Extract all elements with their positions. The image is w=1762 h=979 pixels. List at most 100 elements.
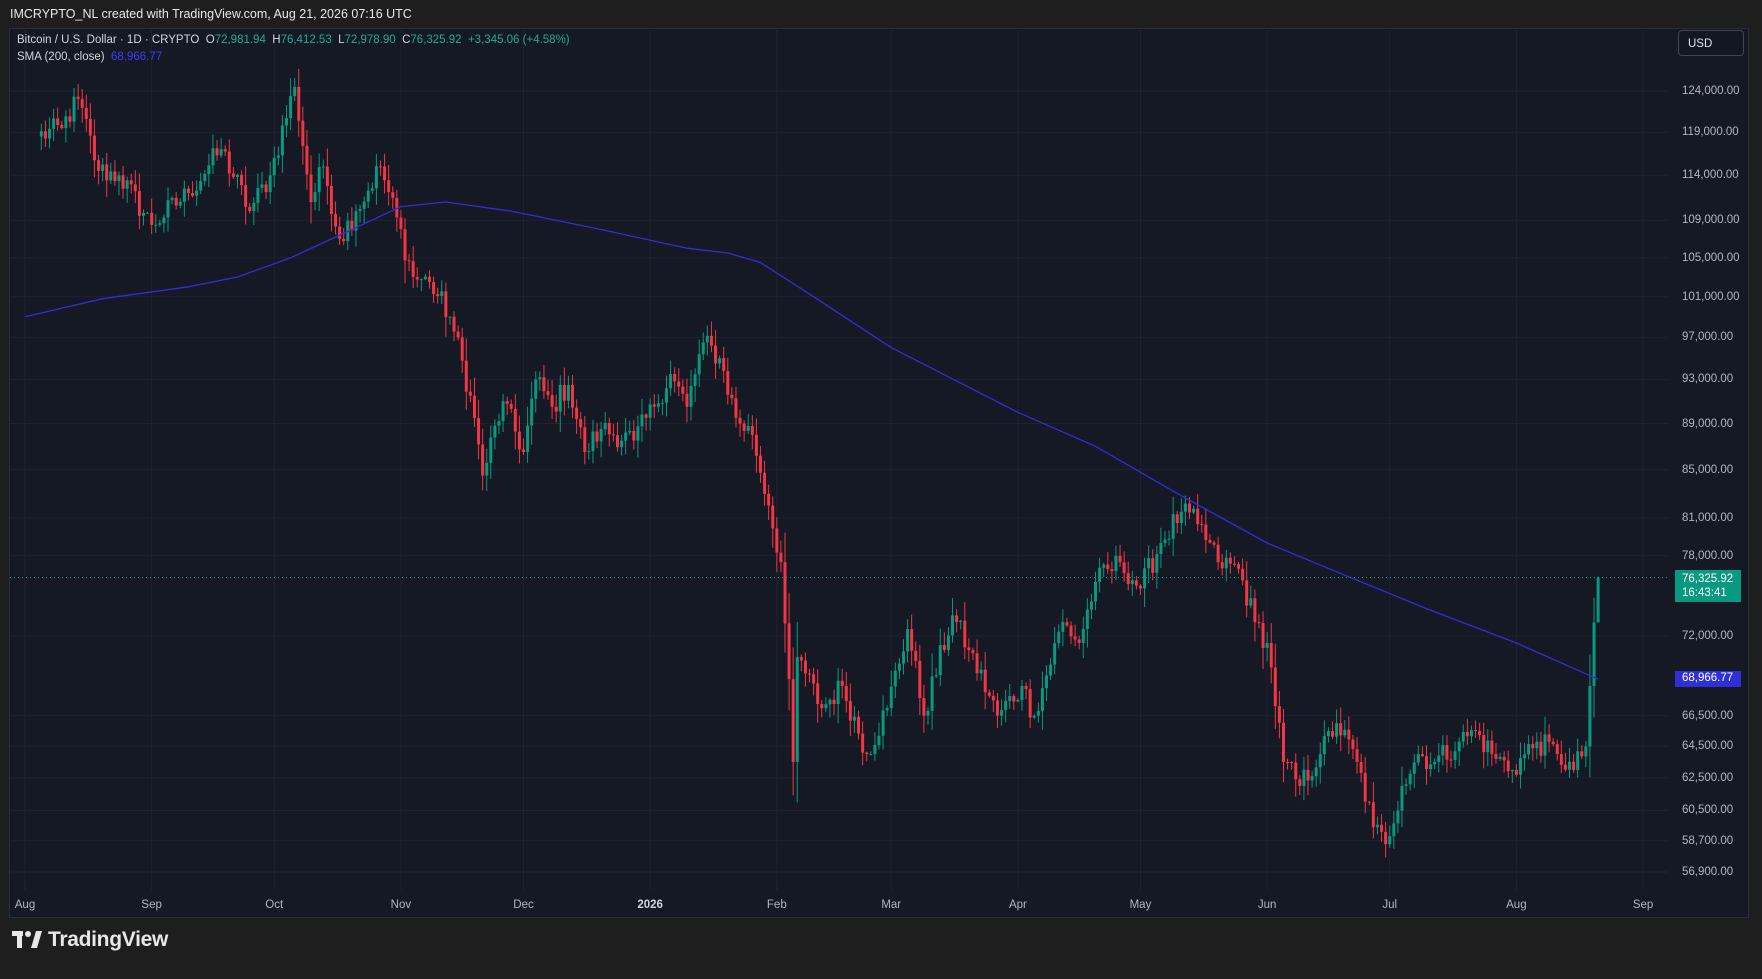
sma-legend[interactable]: SMA (200, close) 68,966.77 (17, 51, 162, 63)
time-tick-label: Sep (141, 899, 162, 911)
candle-body (955, 615, 959, 622)
candle-body (289, 96, 293, 119)
candle-body (689, 385, 693, 407)
candle-body (934, 675, 938, 677)
candle-body (579, 419, 583, 428)
candle-body (803, 660, 807, 674)
candle-body (240, 174, 244, 186)
candle-body (742, 423, 746, 431)
candle-body (387, 180, 391, 193)
candle-body (1008, 696, 1012, 701)
candle-body (730, 394, 734, 399)
tradingview-logo-icon (12, 931, 42, 948)
change-value: +3,345.06 (+4.58%) (467, 34, 570, 46)
candle-body (174, 197, 178, 206)
candle-body (1535, 741, 1539, 749)
candle-body (946, 635, 950, 650)
candle-body (182, 188, 186, 202)
candle-body (914, 650, 918, 661)
price-tick-label: 66,500.00 (1682, 709, 1734, 722)
candle-body (1265, 643, 1269, 648)
candle-body (1474, 730, 1478, 732)
candle-body (1429, 764, 1433, 770)
high-value: 76,412.53 (280, 34, 332, 46)
candle-body (199, 180, 203, 191)
close-label: C (402, 34, 411, 46)
price-tick-label: 81,000.00 (1682, 511, 1734, 524)
candle-body (43, 131, 47, 139)
candle-body (460, 337, 464, 361)
candle-body (1563, 764, 1567, 770)
candle-body (448, 316, 452, 318)
candle-body (857, 716, 861, 734)
candle-body (1363, 772, 1367, 802)
candle-body (195, 190, 199, 196)
candle-body (321, 166, 325, 168)
candle-body (268, 175, 272, 193)
currency-button[interactable]: USD (1678, 30, 1744, 56)
time-tick-label: Feb (766, 899, 787, 911)
high-label: H (272, 34, 281, 46)
candle-body (959, 620, 963, 622)
price-tick-label: 89,000.00 (1682, 417, 1734, 430)
candle-body (207, 165, 211, 175)
candle-body (558, 384, 562, 412)
candle-body (158, 223, 162, 225)
candle-body (734, 398, 738, 418)
price-tick-label: 60,500.00 (1682, 804, 1734, 817)
candle-body (1277, 706, 1281, 723)
candle-body (1461, 731, 1465, 742)
candle-body (722, 358, 726, 371)
candle-body (1294, 762, 1298, 780)
candle-body (620, 440, 624, 448)
candle-body (1151, 558, 1155, 573)
candle-body (399, 217, 403, 230)
candle-body (583, 427, 587, 453)
candle-body (595, 431, 599, 442)
candle-body (513, 408, 517, 432)
candle-body (926, 710, 930, 716)
candle-body (170, 197, 174, 201)
candle-body (754, 434, 758, 456)
candle-body (521, 449, 525, 453)
candle-body (1380, 824, 1384, 832)
candle-body (534, 379, 538, 399)
candle-body (84, 107, 88, 120)
candle-body (1216, 544, 1220, 563)
candle-body (767, 493, 771, 506)
candle-body (1077, 639, 1081, 644)
price-tick-label: 58,700.00 (1682, 834, 1734, 847)
candle-body (80, 99, 84, 108)
candle-body (1089, 601, 1093, 610)
tradingview-logo[interactable]: TradingView (12, 928, 168, 952)
candle-body (338, 226, 342, 239)
candle-body (1220, 562, 1224, 569)
candle-body (971, 650, 975, 654)
candle-body (1253, 598, 1257, 623)
candle-body (411, 261, 415, 278)
candle-body (272, 157, 276, 176)
candle-body (718, 358, 722, 364)
candle-body (963, 620, 967, 648)
candle-body (113, 171, 117, 182)
candle-body (244, 185, 248, 207)
attribution-bar: IMCRYPTO_NL created with TradingView.com… (0, 0, 1762, 28)
candle-body (1457, 741, 1461, 752)
candle-body (342, 238, 346, 242)
candle-body (191, 193, 195, 196)
candle-body (1347, 729, 1351, 740)
candle-body (1506, 760, 1510, 772)
candle-body (840, 680, 844, 686)
chart-panel[interactable] (9, 28, 1749, 918)
candle-body (1302, 769, 1306, 786)
candle-body (1408, 773, 1412, 785)
candle-body (133, 184, 137, 192)
candle-body (1343, 729, 1347, 736)
candle-body (1441, 745, 1445, 756)
candle-body (1147, 558, 1151, 569)
candle-body (852, 716, 856, 721)
candle-body (162, 217, 166, 224)
candle-body (758, 455, 762, 473)
candle-body (403, 229, 407, 261)
